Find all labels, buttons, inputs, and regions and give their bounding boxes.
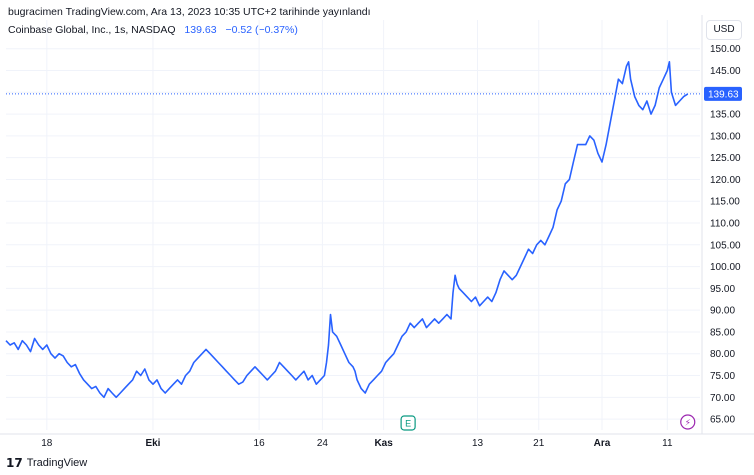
price-tick-label: 70.00 [710,393,735,404]
last-price: 139.63 [184,24,217,36]
price-tick-label: 110.00 [710,219,740,230]
price-line-series[interactable] [5,61,689,399]
earnings-marker[interactable] [400,415,416,431]
price-tick-label: 105.00 [710,240,741,251]
tradingview-logo[interactable]: 17 TradingView [6,456,87,470]
time-tick-label: Kas [374,438,393,449]
time-tick-label: Eki [145,438,160,449]
publish-info: bugracimen TradingView.com, Ara 13, 2023… [8,6,371,18]
price-tick-label: 75.00 [710,371,735,382]
price-tick-label: 120.00 [710,175,741,186]
last-price-label: 139.63 [708,89,739,100]
time-tick-label: 24 [317,438,329,449]
price-tick-label: 145.00 [710,66,741,77]
price-tick-label: 100.00 [710,262,741,273]
time-tick-label: 13 [472,438,484,449]
event-marker[interactable] [680,414,696,430]
time-tick-label: Ara [594,438,611,449]
price-tick-label: 65.00 [710,415,735,426]
price-tick-label: 80.00 [710,349,735,360]
symbol-legend: Coinbase Global, Inc., 1s, NASDAQ 139.63… [8,24,298,36]
price-tick-label: 125.00 [710,153,741,164]
price-tick-label: 115.00 [710,197,740,208]
price-tick-label: 85.00 [710,327,735,338]
price-tick-label: 130.00 [710,131,741,142]
time-tick-label: 11 [662,438,673,449]
lightning-icon: ⚡ [685,419,691,429]
last-price-label-bg [704,86,742,101]
price-tick-label: 150.00 [710,44,741,55]
price-tick-label: 95.00 [710,284,735,295]
earnings-marker-label: E [405,419,411,429]
time-tick-label: 16 [254,438,266,449]
currency-button[interactable]: USD [706,20,742,40]
time-tick-label: 18 [41,438,53,449]
tradingview-logo-text: TradingView [26,457,88,469]
tradingview-mark-icon: 17 [6,456,23,470]
price-tick-label: 90.00 [710,306,735,317]
symbol-title: Coinbase Global, Inc., 1s, NASDAQ [8,24,176,36]
time-tick-label: 21 [533,438,545,449]
price-tick-label: 135.00 [710,110,741,121]
price-change: −0.52 (−0.37%) [225,24,298,36]
